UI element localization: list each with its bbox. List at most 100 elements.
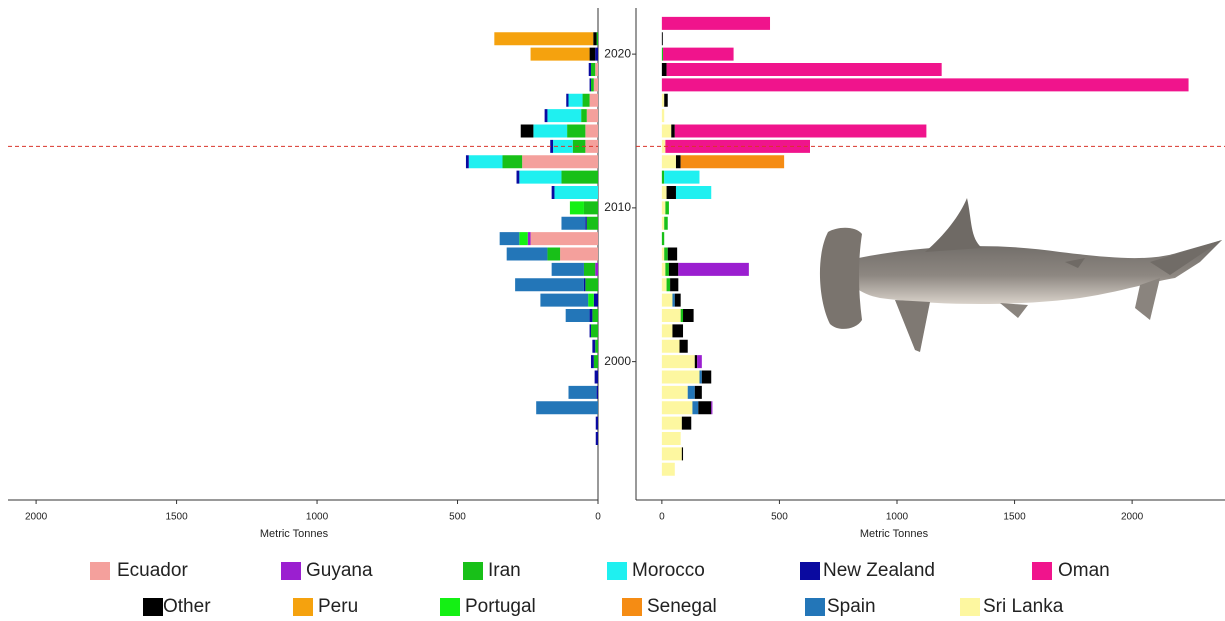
bar-segment: [694, 385, 702, 399]
bar-segment: [536, 401, 598, 415]
bar-segment: [589, 324, 591, 338]
bar-segment: [593, 355, 598, 369]
bar-segment: [515, 278, 584, 292]
bar-segment: [589, 78, 591, 92]
bar-segment: [572, 139, 586, 153]
bar-segment: [590, 355, 594, 369]
bar-segment: [675, 186, 712, 199]
bar-segment: [530, 232, 598, 246]
bar-segment: [595, 47, 598, 61]
x-tick-label: 1500: [165, 512, 188, 523]
bar-segment: [661, 124, 672, 138]
bar-segment: [561, 216, 586, 230]
bar-segment: [568, 93, 583, 107]
bar-segment: [674, 293, 681, 307]
bar-segment: [583, 262, 596, 276]
bar-segment: [661, 401, 693, 415]
bar-segment: [661, 78, 1189, 92]
bar-segment: [595, 432, 598, 445]
legend-label: Senegal: [647, 596, 717, 617]
bar-segment: [502, 155, 523, 169]
bar-segment: [583, 201, 598, 215]
y-tick-label: 2020: [604, 46, 631, 60]
legend-swatch: [805, 598, 825, 616]
bar-segment: [533, 124, 568, 138]
bar-segment: [593, 293, 598, 307]
bar-segment: [687, 385, 695, 399]
bar-segment: [585, 216, 587, 230]
bar-segment: [661, 109, 665, 123]
bar-segment: [551, 186, 555, 199]
bar-segment: [663, 47, 734, 61]
legend-label: Other: [163, 596, 211, 617]
bar-segment: [589, 309, 593, 322]
bar-segment: [661, 139, 666, 153]
bar-segment: [681, 416, 692, 430]
bar-segment: [664, 170, 700, 184]
bar-segment: [711, 401, 713, 415]
legend-swatch: [463, 562, 483, 580]
bar-segment: [681, 447, 684, 461]
bar-segment: [499, 232, 520, 246]
bar-segment: [468, 155, 503, 169]
bar-segment: [540, 293, 589, 307]
legend-label: New Zealand: [823, 560, 935, 581]
bar-segment: [694, 355, 698, 369]
legend-swatch: [440, 598, 460, 616]
bar-segment: [596, 385, 598, 399]
bar-segment: [670, 278, 679, 292]
legend-swatch: [800, 562, 820, 580]
bar-segment: [568, 385, 597, 399]
bar-segment: [661, 416, 682, 430]
bar-segment: [589, 93, 598, 107]
bar-segment: [581, 109, 587, 123]
y-tick-label: 2010: [604, 200, 631, 214]
legend-swatch: [960, 598, 980, 616]
x-tick-label: 500: [771, 512, 788, 523]
bar-segment: [590, 324, 598, 338]
x-tick-label: 1500: [1003, 512, 1026, 523]
bar-segment: [671, 124, 675, 138]
bar-segment: [569, 201, 584, 215]
bar-segment: [661, 432, 681, 445]
bar-segment: [664, 93, 668, 107]
bar-segment: [661, 170, 665, 184]
bar-segment: [544, 109, 548, 123]
bar-segment: [679, 339, 688, 353]
bar-segment: [680, 155, 785, 169]
bar-segment: [661, 232, 665, 246]
bar-segment: [666, 63, 942, 76]
bar-segment: [522, 155, 598, 169]
legend-swatch: [143, 598, 163, 616]
bar-segment: [595, 262, 598, 276]
bar-segment: [661, 186, 667, 199]
legend-label: Peru: [318, 596, 358, 617]
bar-segment: [592, 339, 596, 353]
bar-segment: [661, 216, 665, 230]
x-tick-label: 0: [659, 512, 665, 523]
bar-segment: [661, 385, 688, 399]
legend-label: Iran: [488, 560, 521, 581]
legend-swatch: [607, 562, 627, 580]
bar-segment: [664, 247, 668, 261]
legend-swatch: [293, 598, 313, 616]
bar-segment: [595, 63, 598, 76]
bar-segment: [595, 339, 598, 353]
bar-segment: [661, 278, 667, 292]
bar-segment: [551, 262, 584, 276]
bar-segment: [465, 155, 469, 169]
bar-segment: [530, 47, 590, 61]
bar-segment: [661, 309, 681, 322]
legend-swatch: [1032, 562, 1052, 580]
bar-segment: [585, 278, 598, 292]
bar-segment: [519, 170, 562, 184]
bar-segment: [550, 139, 554, 153]
x-tick-label: 1000: [886, 512, 909, 523]
bar-segment: [661, 32, 663, 46]
bar-segment: [678, 262, 749, 276]
bar-segment: [661, 355, 695, 369]
bar-segment: [661, 16, 771, 30]
bar-segment: [593, 32, 597, 46]
bar-segment: [672, 324, 684, 338]
bar-segment: [516, 170, 520, 184]
